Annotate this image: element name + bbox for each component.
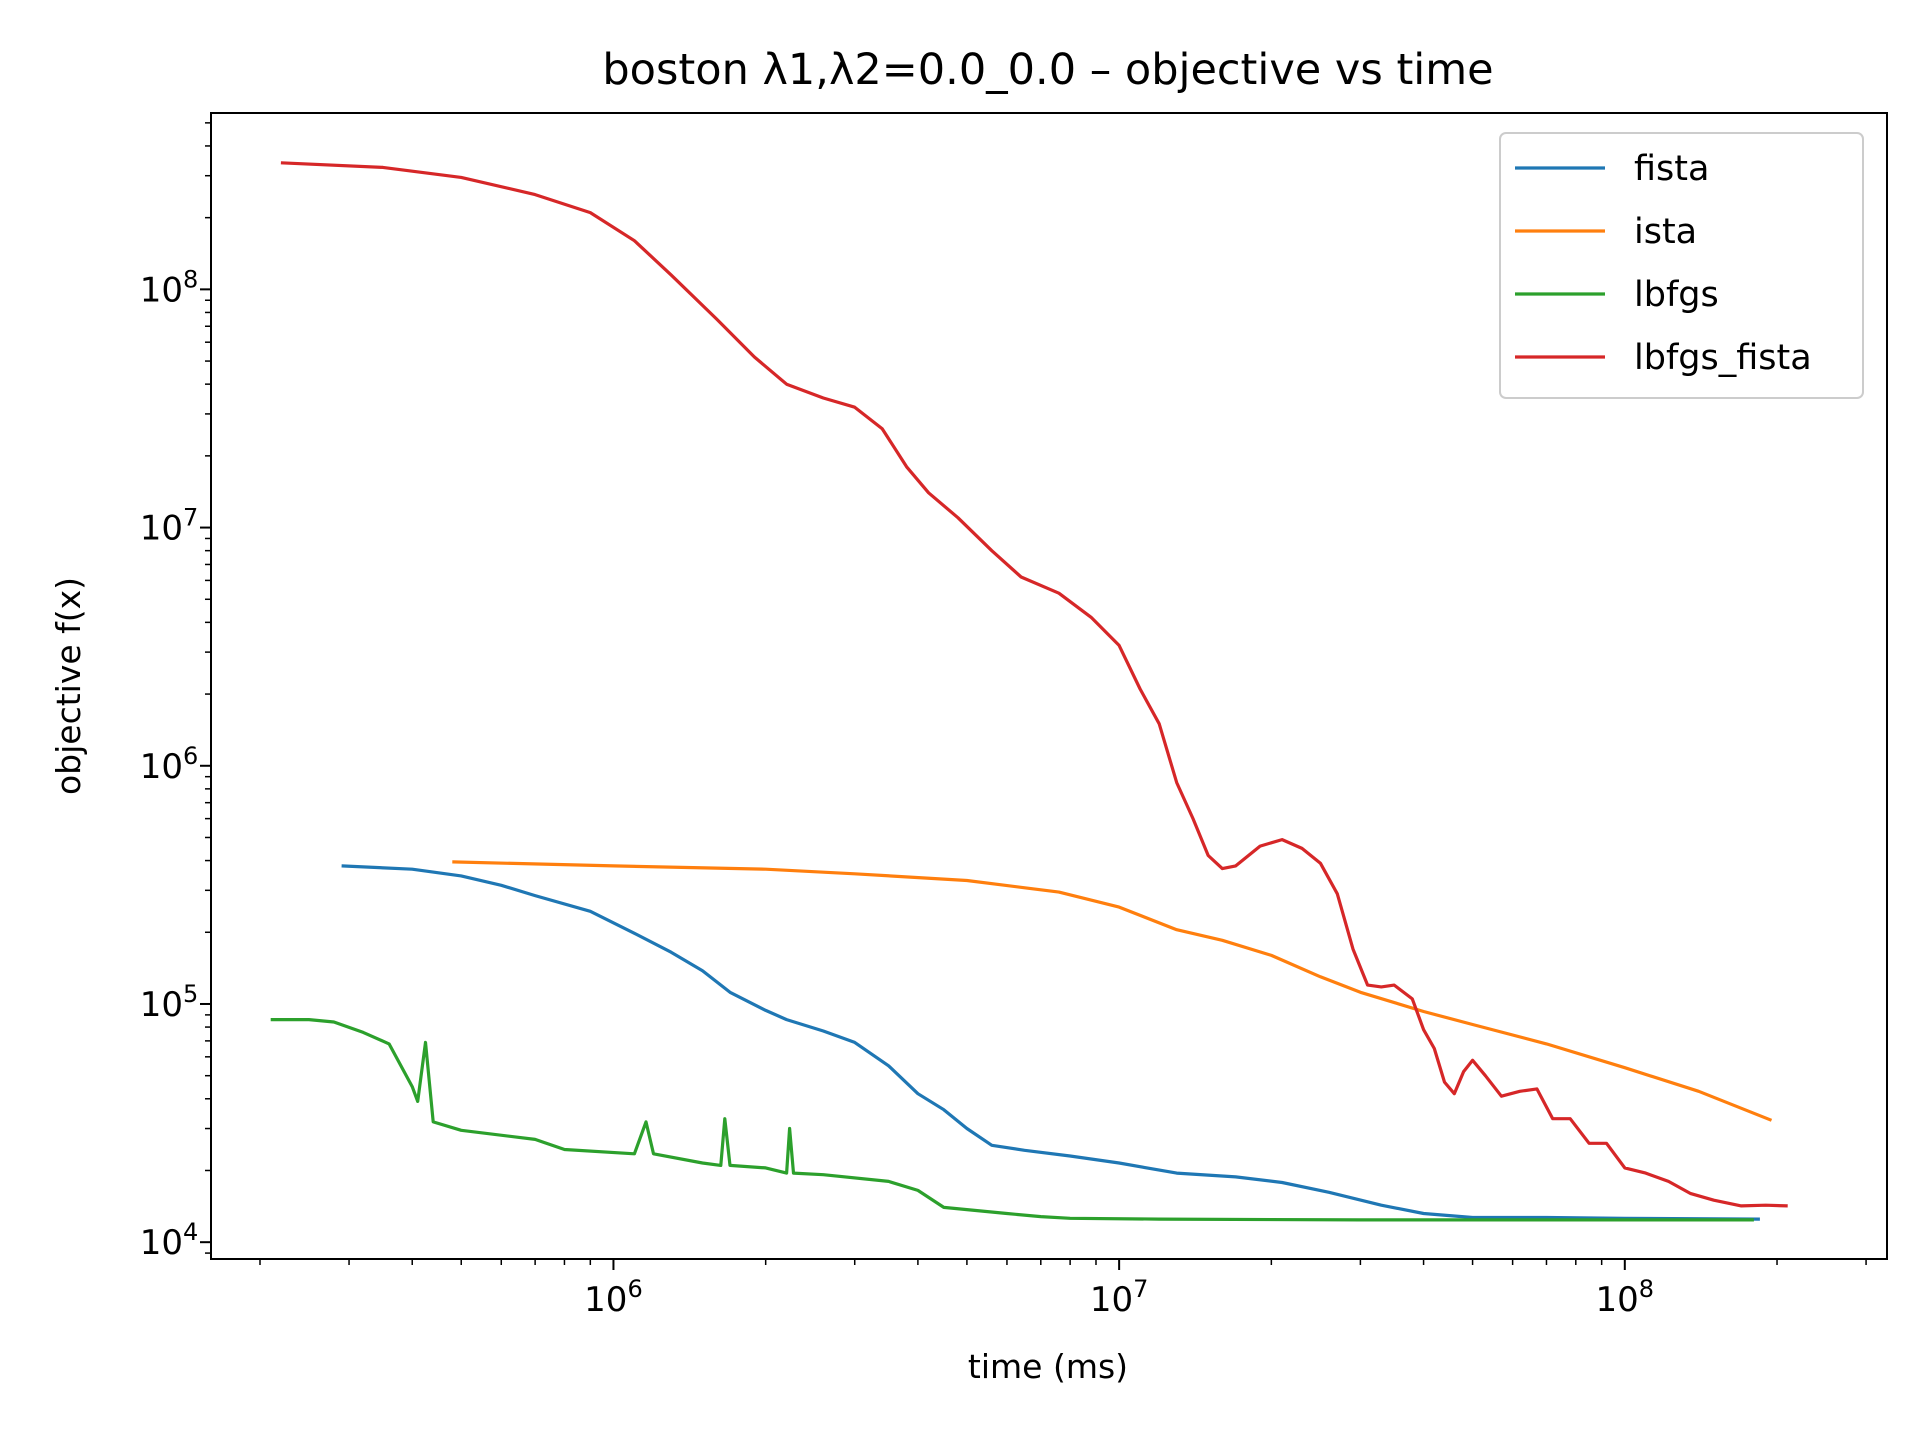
y-tick-label: 104 (140, 1218, 199, 1263)
series-layer (270, 161, 1788, 1222)
legend-box (1499, 132, 1864, 399)
legend-label-fista: fista (1634, 149, 1709, 189)
x-axis-label: time (ms) (968, 1347, 1128, 1386)
y-axis-label: objective f(x) (49, 577, 88, 795)
legend: fista ista lbfgs lbfgs_fista (1499, 132, 1864, 399)
series-line-fista (341, 864, 1760, 1221)
y-tick-label: 105 (140, 980, 199, 1025)
plot-area-frame (210, 112, 1888, 1260)
chart-title: boston λ1,λ2=0.0_0.0 – objective vs time (602, 45, 1493, 95)
x-axis: 106 107 108 (259, 1259, 1867, 1320)
series-line-lbfgs (270, 1018, 1754, 1222)
x-tick-label: 106 (584, 1275, 643, 1320)
x-tick-label: 107 (1090, 1275, 1149, 1320)
series-line-ista (452, 860, 1773, 1122)
legend-label-lbfgs_fista: lbfgs_fista (1634, 338, 1812, 378)
y-tick-label: 106 (140, 742, 199, 787)
legend-label-lbfgs: lbfgs (1634, 275, 1719, 315)
x-tick-label: 108 (1596, 1275, 1655, 1320)
y-tick-label: 108 (140, 265, 199, 310)
y-tick-label: 107 (140, 504, 199, 549)
y-axis: 104 105 106 107 108 (140, 122, 211, 1263)
series-line-lbfgs_fista (280, 161, 1788, 1208)
legend-label-ista: ista (1634, 212, 1697, 252)
